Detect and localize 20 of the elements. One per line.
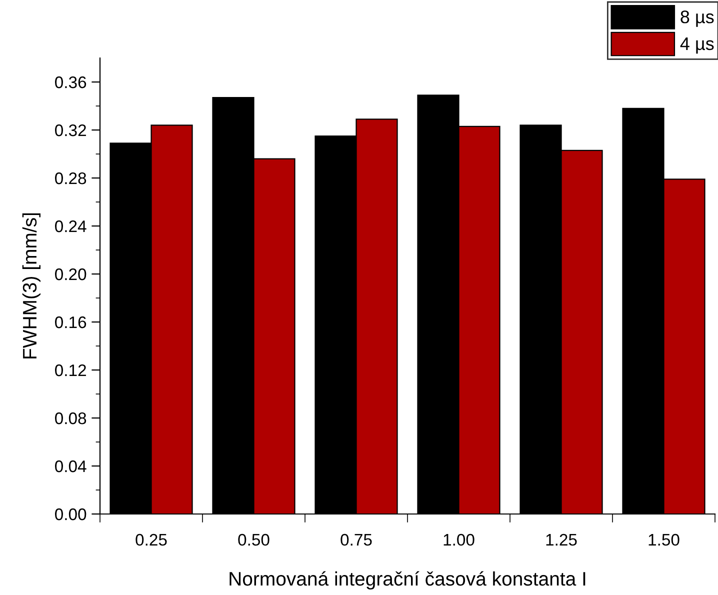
y-tick-label: 0.16 — [55, 316, 86, 328]
x-tick-label: 1.00 — [444, 534, 474, 546]
legend-label: 8 µs — [680, 10, 714, 27]
y-tick-label: 0.04 — [55, 460, 86, 472]
x-tick-label: 0.25 — [136, 534, 167, 546]
y-tick-label: 0.28 — [55, 172, 86, 184]
y-tick-label: 0.24 — [55, 220, 86, 232]
x-tick-label: 1.25 — [546, 534, 577, 546]
y-tick-label: 0.20 — [55, 268, 86, 280]
y-tick-label: 0.08 — [55, 412, 86, 424]
y-tick-label: 0.12 — [55, 364, 86, 376]
x-axis-title: Normovaná integrační časová konstanta I — [230, 571, 586, 590]
legend-label: 4 µs — [680, 38, 714, 54]
y-tick-label: 0.32 — [55, 124, 86, 136]
x-tick-label: 1.50 — [648, 534, 680, 546]
y-tick-label: 0.36 — [55, 76, 86, 88]
x-tick-label: 0.50 — [238, 534, 270, 546]
y-axis-title: FWHM(3) [mm/s] — [22, 213, 40, 358]
y-tick-label: 0.00 — [55, 508, 86, 520]
x-tick-label: 0.75 — [340, 534, 372, 546]
